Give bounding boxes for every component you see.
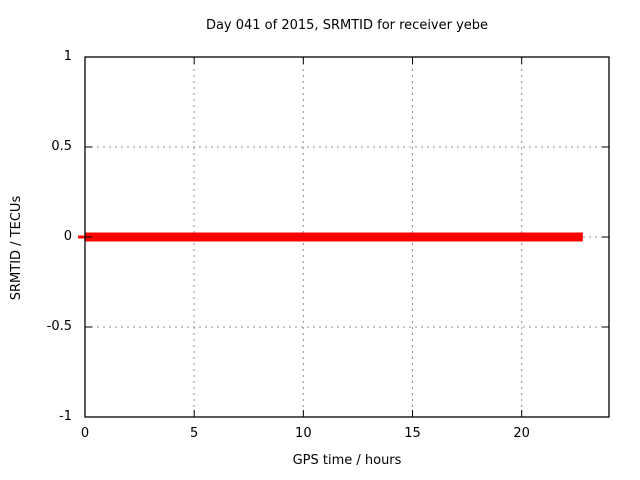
x-axis-label: GPS time / hours	[292, 453, 402, 468]
y-tick-label: -1	[59, 409, 72, 424]
y-tick-label: 0.5	[51, 139, 72, 154]
y-tick-label: -0.5	[46, 319, 72, 334]
x-tick-label: 0	[80, 426, 90, 441]
x-tick-label: 5	[190, 426, 199, 441]
y-tick-label: 1	[63, 49, 72, 64]
y-tick-label: 0	[63, 229, 72, 244]
x-tick-label: 10	[295, 426, 312, 441]
y-axis-label: SRMTID / TECUs	[9, 195, 24, 301]
x-tick-label: 20	[513, 426, 530, 441]
chart-title: Day 041 of 2015, SRMTID for receiver yeb…	[205, 18, 489, 33]
x-tick-label: 15	[404, 426, 421, 441]
